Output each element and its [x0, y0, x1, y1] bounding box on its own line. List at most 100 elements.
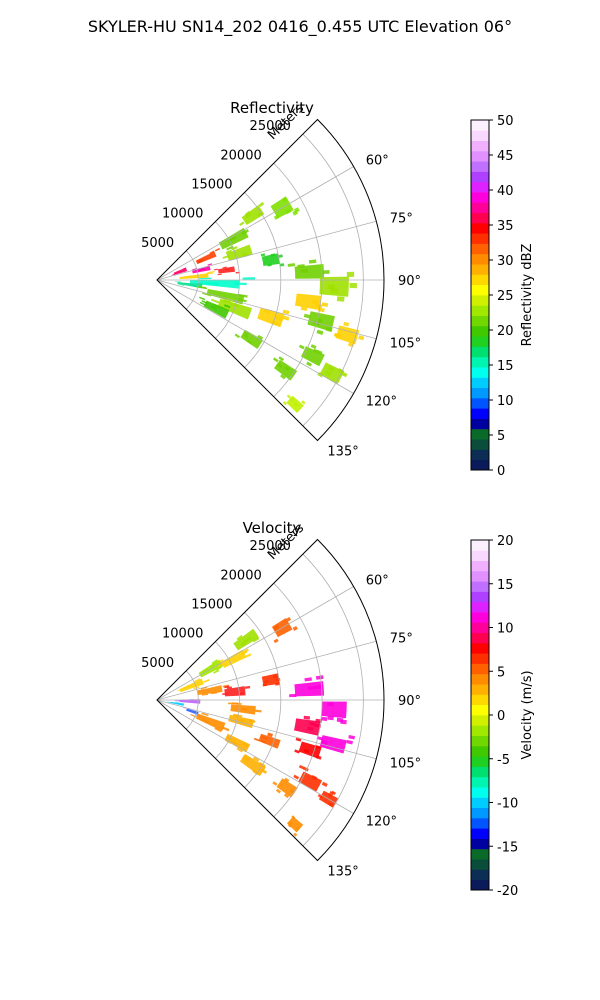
colorbar-tick-label: 5: [497, 665, 505, 680]
echo-speckle: [198, 268, 204, 271]
echo-speckle: [184, 275, 192, 278]
echo-layer: [171, 196, 365, 413]
azimuth-tick-label: 105°: [390, 336, 421, 351]
echo-speckle: [267, 263, 272, 267]
echo-speckle: [303, 748, 310, 754]
echo-speckle: [293, 832, 298, 837]
colorbar-swatch: [471, 274, 489, 286]
colorbar-swatch: [471, 591, 489, 603]
echo-speckle: [237, 298, 247, 303]
echo-speckle: [295, 737, 302, 742]
echo-speckle: [241, 252, 249, 257]
echo-speckle: [308, 259, 317, 264]
echo-cell: [261, 253, 280, 266]
echo-speckle: [264, 308, 271, 314]
echo-speckle: [227, 237, 235, 243]
echo-cell: [300, 346, 325, 367]
echo-speckle: [213, 669, 220, 674]
echo-speckle: [206, 282, 219, 285]
colorbar-swatch: [471, 879, 489, 891]
range-tick-label: 25000: [250, 119, 291, 134]
colorbar-swatch: [471, 120, 489, 131]
echo-speckle: [327, 702, 334, 707]
colorbar-swatch: [471, 397, 489, 409]
echo-speckle: [201, 668, 208, 673]
echo-speckle: [225, 249, 232, 254]
colorbar-swatch: [471, 336, 489, 347]
echo-speckle: [306, 726, 314, 731]
echo-speckle: [235, 714, 243, 718]
colorbar-swatch: [471, 243, 489, 255]
echo-speckle: [349, 282, 357, 289]
colorbar: 0 5 10 15 20 25 30 35 40 45 50 Reflectivity dBZ: [470, 114, 535, 479]
echo-speckle: [174, 281, 182, 283]
echo-speckle: [166, 701, 170, 703]
echo-speckle: [272, 781, 278, 786]
echo-speckle: [311, 775, 318, 781]
echo-cell: [203, 300, 230, 319]
echo-speckle: [298, 344, 305, 350]
colorbar-swatch: [471, 632, 489, 644]
sector-frame: [156, 538, 385, 862]
echo-speckle: [289, 397, 294, 402]
echo-speckle: [282, 401, 288, 406]
echo-speckle: [179, 276, 187, 279]
echo-speckle: [275, 682, 280, 686]
echo-speckle: [328, 802, 334, 807]
echo-speckle: [346, 739, 353, 745]
echo-speckle: [298, 764, 305, 770]
colorbar-tick-label: 5: [497, 429, 505, 444]
colorbar-tick-label: -15: [497, 840, 518, 855]
echo-speckle: [252, 636, 260, 643]
echo-speckle: [238, 719, 246, 723]
range-tick-label: 10000: [162, 627, 203, 642]
echo-cell: [294, 263, 325, 279]
echo-speckle: [280, 374, 286, 380]
echo-speckle: [325, 370, 332, 377]
echo-speckle: [196, 259, 202, 263]
echo-speckle: [283, 793, 290, 799]
echo-speckle: [316, 329, 324, 336]
colorbar-swatch: [471, 735, 489, 747]
echo-speckle: [334, 333, 341, 338]
echo-speckle: [178, 703, 182, 705]
echo-cell: [217, 298, 252, 320]
echo-speckle: [258, 201, 265, 208]
echo-speckle: [236, 634, 243, 641]
echo-speckle: [257, 211, 264, 217]
azimuth-tick-label: 90°: [398, 274, 421, 289]
polar-grid: [156, 553, 384, 847]
colorbar-swatch: [471, 161, 489, 172]
azimuth-line: [156, 279, 377, 340]
echo-speckle: [210, 305, 218, 310]
echo-speckle: [168, 702, 172, 703]
echo-speckle: [201, 712, 209, 717]
colorbar-swatch: [471, 284, 489, 296]
echo-cell: [298, 771, 323, 792]
colorbar-swatch: [471, 253, 489, 265]
echo-speckle: [214, 247, 221, 252]
echo-speckle: [215, 666, 222, 671]
echo-speckle: [179, 700, 185, 702]
colorbar-tick-label: 50: [497, 114, 514, 129]
range-tick-label: 5000: [141, 656, 174, 671]
colorbar-swatch: [471, 848, 489, 860]
azimuth-tick-label: 75°: [390, 632, 413, 647]
echo-speckle: [222, 255, 229, 259]
colorbar-swatch: [471, 622, 489, 634]
echo-speckle: [313, 685, 322, 690]
range-tick-label: 25000: [250, 539, 291, 554]
echo-speckle: [198, 296, 206, 301]
echo-speckle: [331, 790, 337, 796]
echo-speckle: [217, 659, 224, 664]
echo-speckle: [273, 214, 280, 220]
echo-speckle: [198, 277, 212, 280]
echo-speckle: [321, 781, 328, 787]
colorbar-tick-label: 15: [497, 359, 514, 374]
echo-speckle: [236, 747, 244, 753]
echo-cell: [186, 708, 199, 715]
colorbar-swatch: [471, 787, 489, 798]
echo-speckle: [279, 263, 285, 267]
azimuth-tick-label: 75°: [390, 212, 413, 227]
